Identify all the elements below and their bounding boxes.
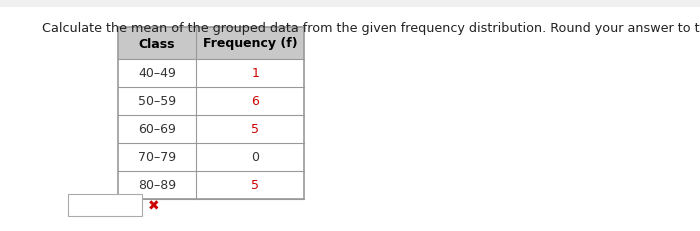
Text: 6: 6 (251, 95, 259, 108)
Text: 40–49: 40–49 (138, 67, 176, 80)
Text: 0: 0 (251, 151, 260, 164)
Text: 60–69: 60–69 (138, 123, 176, 136)
Bar (118, 28, 304, 60)
Text: Frequency (f): Frequency (f) (203, 37, 298, 50)
Text: 5: 5 (251, 179, 260, 192)
Bar (118, 88, 304, 116)
Bar (118, 28, 304, 199)
Bar (0, 0, 700, 8)
Text: 50–59: 50–59 (138, 95, 176, 108)
Bar (118, 143, 304, 171)
Bar (68, 194, 142, 216)
Text: ✖: ✖ (148, 198, 160, 212)
Text: 70–79: 70–79 (138, 151, 176, 164)
Text: 1: 1 (251, 67, 259, 80)
Text: 80–89: 80–89 (138, 179, 176, 192)
Bar (118, 60, 304, 88)
Bar (118, 171, 304, 199)
Bar (118, 116, 304, 143)
Text: 5: 5 (251, 123, 260, 136)
Text: Calculate the mean of the grouped data from the given frequency distribution. Ro: Calculate the mean of the grouped data f… (42, 22, 700, 35)
Text: Class: Class (139, 37, 175, 50)
